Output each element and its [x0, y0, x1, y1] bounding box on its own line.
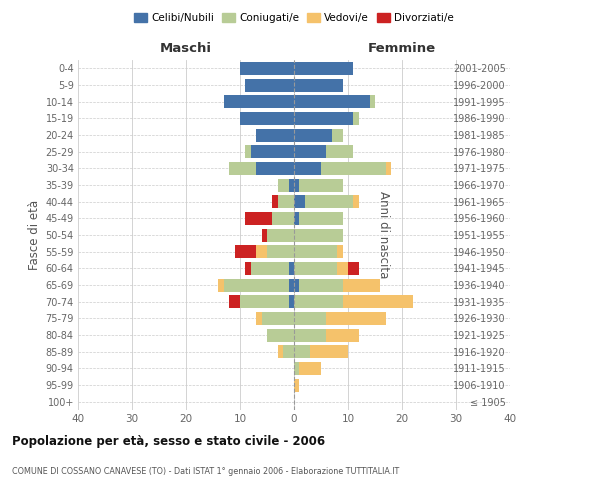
Bar: [289, 295, 294, 308]
Bar: [370, 95, 375, 108]
Bar: [294, 178, 299, 192]
Bar: [267, 228, 294, 241]
Bar: [262, 312, 294, 325]
Bar: [272, 212, 294, 225]
Bar: [337, 262, 348, 275]
Bar: [218, 278, 224, 291]
Bar: [299, 212, 343, 225]
Bar: [294, 262, 337, 275]
Bar: [229, 162, 256, 175]
Bar: [294, 362, 299, 375]
Bar: [272, 195, 278, 208]
Bar: [386, 162, 391, 175]
Bar: [299, 178, 343, 192]
Bar: [245, 145, 251, 158]
Bar: [343, 295, 413, 308]
Bar: [332, 128, 343, 141]
Bar: [299, 278, 343, 291]
Bar: [294, 228, 343, 241]
Bar: [294, 95, 370, 108]
Bar: [267, 328, 294, 342]
Bar: [294, 145, 326, 158]
Bar: [278, 345, 283, 358]
Bar: [294, 128, 332, 141]
Bar: [278, 178, 289, 192]
Bar: [256, 162, 294, 175]
Bar: [294, 112, 353, 125]
Bar: [267, 245, 294, 258]
Bar: [256, 245, 267, 258]
Bar: [278, 195, 294, 208]
Bar: [353, 112, 359, 125]
Bar: [321, 162, 386, 175]
Bar: [245, 212, 272, 225]
Bar: [240, 112, 294, 125]
Bar: [224, 95, 294, 108]
Bar: [262, 228, 267, 241]
Bar: [294, 162, 321, 175]
Bar: [310, 345, 348, 358]
Bar: [289, 178, 294, 192]
Bar: [240, 62, 294, 75]
Bar: [251, 145, 294, 158]
Bar: [245, 78, 294, 92]
Bar: [245, 262, 251, 275]
Bar: [294, 295, 343, 308]
Bar: [326, 312, 386, 325]
Bar: [294, 278, 299, 291]
Bar: [229, 295, 240, 308]
Bar: [294, 212, 299, 225]
Text: COMUNE DI COSSANO CANAVESE (TO) - Dati ISTAT 1° gennaio 2006 - Elaborazione TUTT: COMUNE DI COSSANO CANAVESE (TO) - Dati I…: [12, 468, 399, 476]
Bar: [256, 128, 294, 141]
Bar: [294, 312, 326, 325]
Bar: [348, 262, 359, 275]
Bar: [326, 145, 353, 158]
Bar: [289, 278, 294, 291]
Bar: [294, 378, 299, 392]
Bar: [294, 245, 337, 258]
Bar: [299, 362, 321, 375]
Text: Maschi: Maschi: [160, 42, 212, 55]
Text: Femmine: Femmine: [368, 42, 436, 55]
Bar: [235, 245, 256, 258]
Bar: [294, 62, 353, 75]
Y-axis label: Fasce di età: Fasce di età: [28, 200, 41, 270]
Bar: [251, 262, 289, 275]
Bar: [337, 245, 343, 258]
Bar: [283, 345, 294, 358]
Bar: [353, 195, 359, 208]
Bar: [294, 345, 310, 358]
Bar: [289, 262, 294, 275]
Bar: [256, 312, 262, 325]
Bar: [343, 278, 380, 291]
Bar: [294, 195, 305, 208]
Legend: Celibi/Nubili, Coniugati/e, Vedovi/e, Divorziati/e: Celibi/Nubili, Coniugati/e, Vedovi/e, Di…: [134, 12, 454, 23]
Bar: [294, 328, 326, 342]
Bar: [294, 78, 343, 92]
Bar: [240, 295, 289, 308]
Bar: [326, 328, 359, 342]
Y-axis label: Anni di nascita: Anni di nascita: [377, 192, 389, 278]
Bar: [224, 278, 289, 291]
Text: Popolazione per età, sesso e stato civile - 2006: Popolazione per età, sesso e stato civil…: [12, 435, 325, 448]
Bar: [305, 195, 353, 208]
